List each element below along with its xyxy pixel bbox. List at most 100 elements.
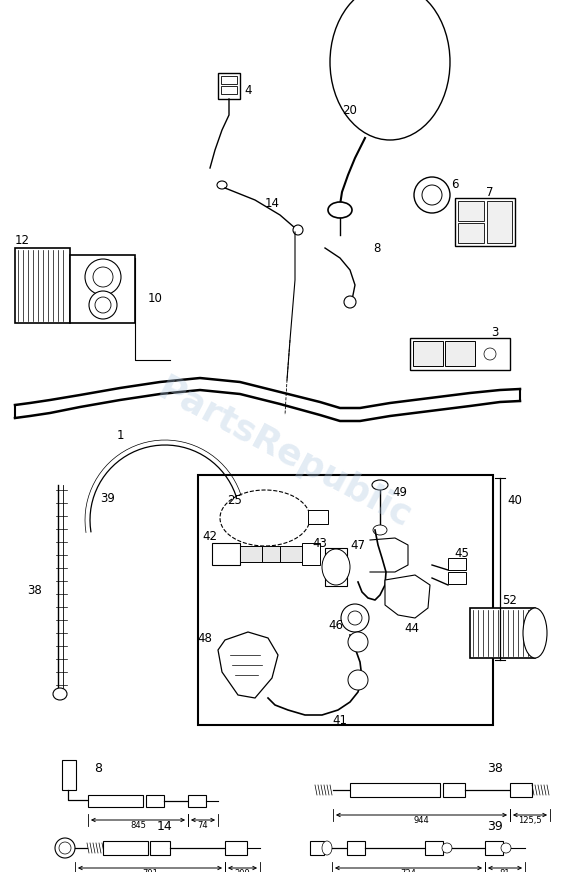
Bar — [347, 841, 365, 855]
Ellipse shape — [293, 225, 303, 235]
Text: 14: 14 — [265, 196, 279, 209]
Bar — [212, 543, 240, 565]
Text: 46: 46 — [328, 618, 344, 631]
Bar — [455, 198, 515, 246]
Bar — [225, 841, 247, 855]
Ellipse shape — [348, 611, 362, 625]
Ellipse shape — [55, 838, 75, 858]
Bar — [448, 572, 466, 584]
Text: 45: 45 — [454, 547, 469, 560]
Ellipse shape — [53, 688, 67, 700]
Text: 81: 81 — [500, 869, 510, 872]
Text: 39: 39 — [101, 492, 115, 505]
Ellipse shape — [484, 348, 496, 360]
Bar — [410, 338, 510, 370]
Text: 38: 38 — [28, 583, 43, 596]
Bar — [240, 546, 262, 562]
Ellipse shape — [348, 632, 368, 652]
Text: 7: 7 — [486, 186, 494, 199]
Ellipse shape — [217, 181, 227, 189]
Bar — [458, 201, 484, 221]
Text: 44: 44 — [404, 622, 420, 635]
Text: 791: 791 — [142, 869, 158, 872]
Bar — [325, 548, 347, 586]
Ellipse shape — [322, 841, 332, 855]
Bar — [413, 341, 443, 366]
Bar — [425, 841, 443, 855]
Ellipse shape — [328, 202, 352, 218]
Ellipse shape — [348, 670, 368, 690]
Text: 4: 4 — [244, 84, 252, 97]
Text: 1: 1 — [116, 428, 124, 441]
Text: 74: 74 — [198, 821, 208, 830]
Text: 25: 25 — [228, 494, 243, 507]
Bar — [458, 223, 484, 243]
Ellipse shape — [344, 296, 356, 308]
Bar — [470, 608, 535, 658]
Bar — [221, 76, 237, 84]
Ellipse shape — [85, 259, 121, 295]
Ellipse shape — [501, 843, 511, 853]
Ellipse shape — [422, 185, 442, 205]
Bar — [350, 783, 440, 797]
Text: 12: 12 — [15, 234, 30, 247]
Bar — [308, 510, 328, 524]
Text: 40: 40 — [508, 494, 523, 507]
Bar — [188, 795, 206, 807]
Bar — [448, 558, 466, 570]
Text: 52: 52 — [503, 594, 517, 607]
Text: 724: 724 — [400, 869, 416, 872]
Ellipse shape — [414, 177, 450, 213]
Bar — [302, 543, 320, 565]
Ellipse shape — [59, 842, 71, 854]
Text: 14: 14 — [157, 820, 173, 833]
Bar — [262, 546, 280, 562]
Bar — [443, 783, 465, 797]
Text: 10: 10 — [148, 291, 162, 304]
Polygon shape — [218, 632, 278, 698]
Bar — [221, 86, 237, 94]
Polygon shape — [385, 575, 430, 618]
Text: 3: 3 — [491, 325, 499, 338]
Text: PartsRepublic: PartsRepublic — [151, 372, 417, 535]
Text: 39: 39 — [487, 820, 503, 833]
Text: 125,5: 125,5 — [518, 816, 542, 825]
Text: 38: 38 — [487, 761, 503, 774]
Text: 48: 48 — [198, 631, 212, 644]
Bar — [15, 248, 70, 323]
Bar — [280, 546, 302, 562]
Text: 43: 43 — [312, 536, 327, 549]
Ellipse shape — [341, 604, 369, 632]
Text: 6: 6 — [451, 179, 459, 192]
Text: 41: 41 — [332, 713, 348, 726]
Ellipse shape — [330, 0, 450, 140]
Bar — [70, 255, 135, 323]
Ellipse shape — [93, 267, 113, 287]
Ellipse shape — [442, 843, 452, 853]
Text: 42: 42 — [203, 529, 218, 542]
Text: 944: 944 — [414, 816, 429, 825]
Ellipse shape — [95, 297, 111, 313]
Bar — [150, 841, 170, 855]
Ellipse shape — [372, 480, 388, 490]
Text: 20: 20 — [343, 104, 357, 117]
Ellipse shape — [89, 291, 117, 319]
Bar — [510, 783, 532, 797]
Ellipse shape — [523, 608, 547, 658]
Bar — [218, 73, 240, 99]
Bar — [62, 760, 76, 790]
Text: 8: 8 — [94, 761, 102, 774]
Bar — [198, 475, 493, 725]
Bar — [146, 795, 164, 807]
Bar — [88, 795, 143, 807]
Bar — [445, 341, 475, 366]
Bar — [310, 841, 324, 855]
Text: 47: 47 — [350, 539, 365, 551]
Ellipse shape — [373, 525, 387, 535]
Bar — [103, 841, 148, 855]
Bar — [487, 201, 512, 243]
Ellipse shape — [322, 549, 350, 585]
Text: 209: 209 — [235, 869, 250, 872]
Text: 8: 8 — [373, 242, 381, 255]
Bar — [485, 841, 503, 855]
